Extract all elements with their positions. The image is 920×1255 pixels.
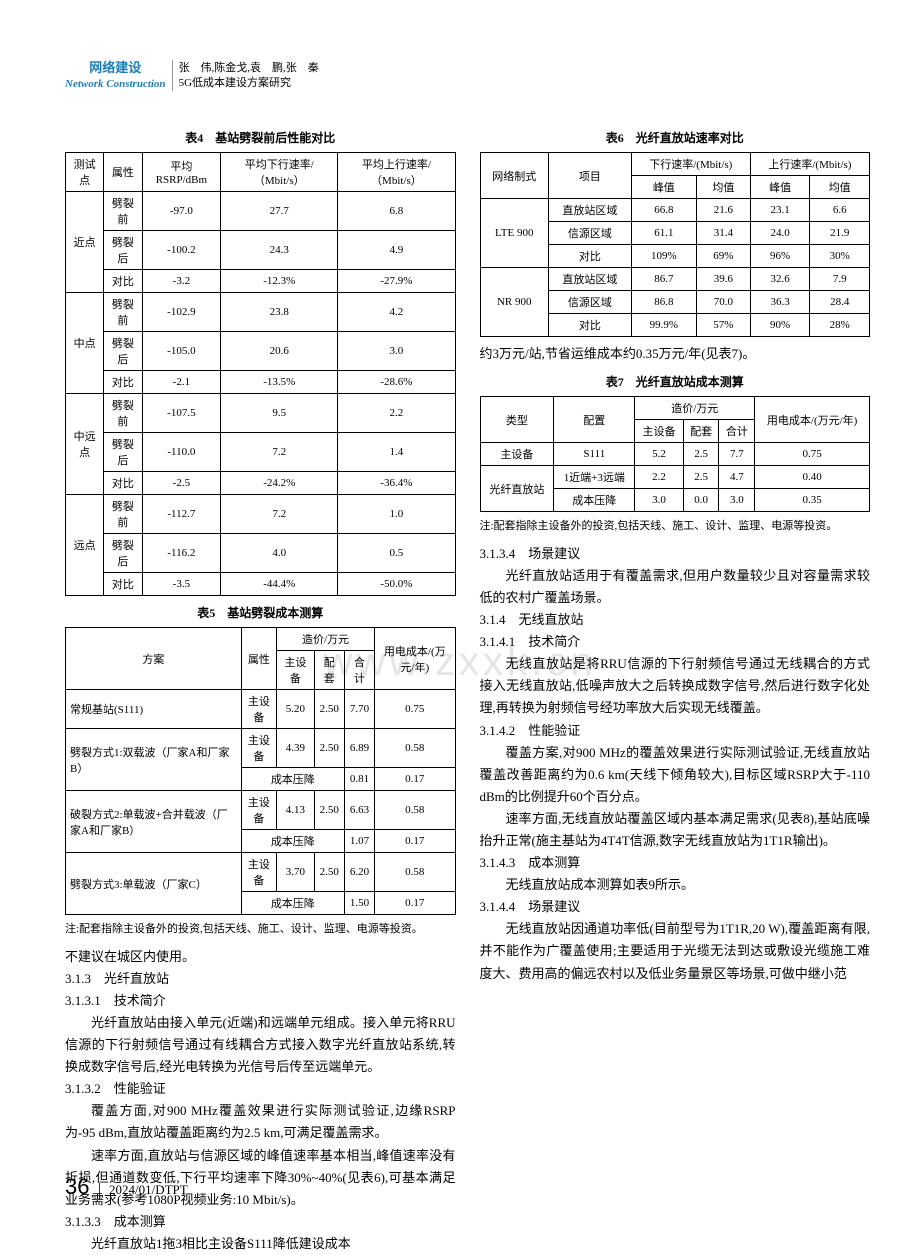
t4-h2: 平均RSRP/dBm <box>142 153 221 192</box>
table5-title: 表5 基站劈裂成本测算 <box>65 604 456 621</box>
table6-title: 表6 光纤直放站速率对比 <box>480 129 871 146</box>
section-title-cn: 网络建设 <box>65 60 166 77</box>
r-p1: 约3万元/站,节省运维成本约0.35万元/年(见表7)。 <box>480 343 871 365</box>
table5-note: 注:配套指除主设备外的投资,包括天线、施工、设计、监理、电源等投资。 <box>65 921 456 938</box>
t4-h1: 属性 <box>104 153 142 192</box>
left-column: 表4 基站劈裂前后性能对比 测试点 属性 平均RSRP/dBm 平均下行速率/（… <box>65 121 456 1255</box>
table4-title: 表4 基站劈裂前后性能对比 <box>65 129 456 146</box>
t4-h4: 平均上行速率/（Mbit/s） <box>338 153 455 192</box>
table5: 方案 属性 造价/万元 用电成本/(万元/年) 主设备 配套 合计 常规基站(S… <box>65 627 456 915</box>
right-column: 表6 光纤直放站速率对比 网络制式 项目 下行速率/(Mbit/s) 上行速率/… <box>480 121 871 1255</box>
t4-h3: 平均下行速率/（Mbit/s） <box>221 153 338 192</box>
table7: 类型 配置 造价/万元 用电成本/(万元/年) 主设备 配套 合计 主设备 S1… <box>480 396 871 512</box>
section-title-en: Network Construction <box>65 77 166 91</box>
authors: 张 伟,陈金戈,袁 鹏,张 秦 <box>179 61 319 75</box>
t4-h0: 测试点 <box>66 153 104 192</box>
page-header: 网络建设 Network Construction 张 伟,陈金戈,袁 鹏,张 … <box>65 60 870 91</box>
table6: 网络制式 项目 下行速率/(Mbit/s) 上行速率/(Mbit/s) 峰值 均… <box>480 152 871 337</box>
paper-title: 5G低成本建设方案研究 <box>179 76 319 90</box>
left-body: 不建议在城区内使用。 3.1.3 光纤直放站 3.1.3.1 技术简介 光纤直放… <box>65 946 456 1255</box>
table7-note: 注:配套指除主设备外的投资,包括天线、施工、设计、监理、电源等投资。 <box>480 518 871 535</box>
table7-title: 表7 光纤直放站成本测算 <box>480 373 871 390</box>
table4: 测试点 属性 平均RSRP/dBm 平均下行速率/（Mbit/s） 平均上行速率… <box>65 152 456 596</box>
right-body: 3.1.3.4 场景建议 光纤直放站适用于有覆盖需求,但用户数量较少且对容量需求… <box>480 543 871 985</box>
